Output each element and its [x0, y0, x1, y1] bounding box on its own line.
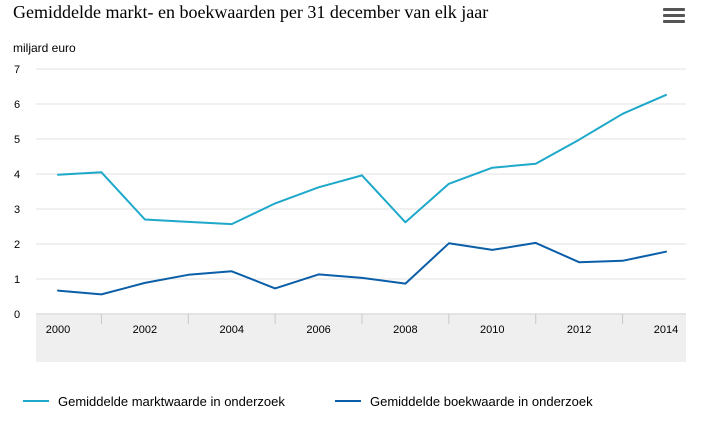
y-axis-label: miljard euro	[13, 41, 76, 55]
y-tick-label: 2	[14, 239, 20, 251]
x-tick-label: 2014	[654, 324, 678, 336]
y-tick-label: 5	[14, 134, 20, 146]
x-tick-label: 2008	[393, 324, 417, 336]
legend-item-boekwaarde[interactable]: Gemiddelde boekwaarde in onderzoek	[335, 394, 593, 409]
hamburger-menu-icon[interactable]	[663, 8, 685, 26]
x-tick-label: 2012	[567, 324, 591, 336]
chart-title: Gemiddelde markt- en boekwaarden per 31 …	[13, 2, 489, 22]
y-tick-label: 0	[14, 309, 20, 321]
x-tick-label: 2006	[306, 324, 330, 336]
series-line-boekwaarde[interactable]	[57, 241, 667, 296]
y-tick-label: 4	[14, 169, 20, 181]
y-tick-label: 6	[14, 99, 20, 111]
x-tick-label: 2002	[133, 324, 157, 336]
x-tick-label: 2000	[46, 324, 70, 336]
legend-label: Gemiddelde marktwaarde in onderzoek	[58, 394, 285, 409]
legend-item-marktwaarde[interactable]: Gemiddelde marktwaarde in onderzoek	[23, 394, 285, 409]
x-tick-label: 2010	[480, 324, 504, 336]
y-tick-label: 3	[14, 204, 20, 216]
x-axis-band	[36, 315, 686, 362]
x-tick-label: 2004	[219, 324, 243, 336]
y-tick-label: 1	[14, 274, 20, 286]
series-line-marktwaarde[interactable]	[57, 93, 667, 226]
y-tick-label: 7	[14, 64, 20, 76]
legend-label: Gemiddelde boekwaarde in onderzoek	[370, 394, 593, 409]
